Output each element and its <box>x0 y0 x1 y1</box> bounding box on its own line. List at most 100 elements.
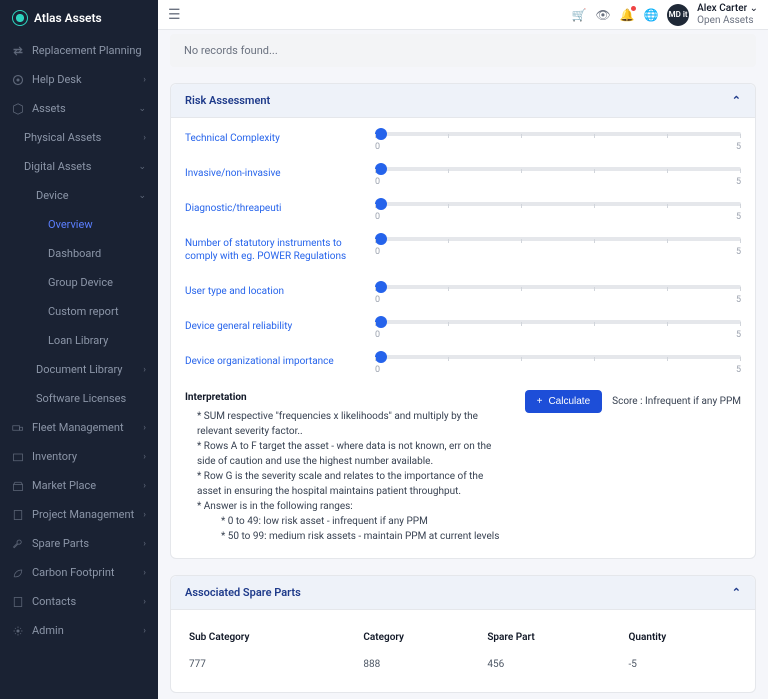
nav-label: Dashboard <box>48 247 146 260</box>
nav-custom-report[interactable]: Custom report <box>0 297 158 326</box>
box-icon <box>12 451 24 463</box>
slider[interactable]: 0 5 <box>375 237 741 247</box>
clipboard-icon <box>12 509 24 521</box>
table-row[interactable]: 777 888 456 -5 <box>185 651 741 678</box>
nav-label: Fleet Management <box>32 421 135 434</box>
chevron-down-icon: ⌄ <box>138 191 146 201</box>
nav-document-library[interactable]: Document Library › <box>0 355 158 384</box>
chevron-right-icon: › <box>143 423 146 433</box>
nav-label: Physical Assets <box>24 131 135 144</box>
calculate-button[interactable]: + Calculate <box>525 390 603 413</box>
slider-thumb[interactable] <box>375 316 387 328</box>
slider-thumb[interactable] <box>375 351 387 363</box>
store-icon <box>12 480 24 492</box>
nav-label: Overview <box>48 218 146 231</box>
interpretation-text: Interpretation * SUM respective "frequen… <box>185 390 505 544</box>
nav-label: Admin <box>32 624 135 637</box>
chevron-right-icon: › <box>143 539 146 549</box>
nav-software-licenses[interactable]: Software Licenses <box>0 384 158 413</box>
chevron-right-icon: › <box>143 75 146 85</box>
nav-replacement-planning[interactable]: Replacement Planning <box>0 36 158 65</box>
interpretation-heading: Interpretation <box>185 390 505 405</box>
nav-physical-assets[interactable]: Physical Assets › <box>0 123 158 152</box>
nav-label: Assets <box>32 102 130 115</box>
eye-icon[interactable]: 👁 <box>595 7 611 23</box>
nav-contacts[interactable]: Contacts › <box>0 587 158 616</box>
chevron-right-icon: › <box>143 481 146 491</box>
nav-label: Loan Library <box>48 334 146 347</box>
globe-icon[interactable]: 🌐 <box>643 7 659 23</box>
slider[interactable]: 0 5 <box>375 202 741 212</box>
cart-icon[interactable]: 🛒 <box>571 7 587 23</box>
risk-panel-header[interactable]: Risk Assessment ⌃ <box>171 84 755 118</box>
nav-overview[interactable]: Overview <box>0 210 158 239</box>
chevron-right-icon: › <box>143 133 146 143</box>
nav-spare[interactable]: Spare Parts › <box>0 529 158 558</box>
chevron-right-icon: › <box>143 626 146 636</box>
contacts-icon <box>12 596 24 608</box>
slider[interactable]: 0 5 <box>375 132 741 142</box>
nav-loan-library[interactable]: Loan Library <box>0 326 158 355</box>
nav-label: Group Device <box>48 276 146 289</box>
nav-group-device[interactable]: Group Device <box>0 268 158 297</box>
nav-inventory[interactable]: Inventory › <box>0 442 158 471</box>
slider-label: Device organizational importance <box>185 355 365 368</box>
nav-label: Document Library <box>36 363 135 376</box>
nav-label: Software Licenses <box>36 392 146 405</box>
slider[interactable]: 0 5 <box>375 285 741 295</box>
nav-label: Digital Assets <box>24 160 130 173</box>
risk-slider-row: Invasive/non-invasive 0 5 <box>185 167 741 180</box>
slider-thumb[interactable] <box>375 233 387 245</box>
risk-slider-row: Device general reliability 0 5 <box>185 320 741 333</box>
brand-text: Atlas Assets <box>34 11 102 25</box>
chevron-right-icon: › <box>143 597 146 607</box>
risk-slider-row: Technical Complexity 0 5 <box>185 132 741 145</box>
chevron-up-icon: ⌃ <box>732 586 741 599</box>
bell-icon[interactable]: 🔔 <box>619 7 635 23</box>
user-menu[interactable]: Alex Carter ⌄ Open Assets <box>697 3 758 27</box>
nav-admin[interactable]: Admin › <box>0 616 158 645</box>
risk-assessment-panel: Risk Assessment ⌃ Technical Complexity 0… <box>170 83 756 559</box>
avatar[interactable]: MD it <box>667 4 689 26</box>
brand-icon <box>12 10 28 26</box>
spare-panel-header[interactable]: Associated Spare Parts ⌃ <box>171 576 755 610</box>
nav-device[interactable]: Device ⌄ <box>0 181 158 210</box>
topbar: ☰ 🛒 👁 🔔 🌐 MD it Alex Carter ⌄ Open Asset… <box>158 0 768 30</box>
nav-label: Custom report <box>48 305 146 318</box>
nav-label: Carbon Footprint <box>32 566 135 579</box>
chevron-right-icon: › <box>143 510 146 520</box>
panel-title: Risk Assessment <box>185 94 270 107</box>
nav-carbon[interactable]: Carbon Footprint › <box>0 558 158 587</box>
slider-label: Technical Complexity <box>185 132 365 145</box>
cell-quantity: -5 <box>625 651 741 678</box>
nav-assets[interactable]: Assets ⌄ <box>0 94 158 123</box>
slider-thumb[interactable] <box>375 198 387 210</box>
nav-dashboard[interactable]: Dashboard <box>0 239 158 268</box>
slider-thumb[interactable] <box>375 281 387 293</box>
nav-help-desk[interactable]: Help Desk › <box>0 65 158 94</box>
nav-label: Contacts <box>32 595 135 608</box>
sidebar: Atlas Assets Replacement Planning Help D… <box>0 0 158 699</box>
nav-digital-assets[interactable]: Digital Assets ⌄ <box>0 152 158 181</box>
sidebar-toggle[interactable]: ☰ <box>168 7 181 23</box>
nav-label: Replacement Planning <box>32 44 146 57</box>
panel-title: Associated Spare Parts <box>185 586 301 599</box>
slider[interactable]: 0 5 <box>375 320 741 330</box>
nav-project[interactable]: Project Management › <box>0 500 158 529</box>
slider-thumb[interactable] <box>375 128 387 140</box>
nav-fleet[interactable]: Fleet Management › <box>0 413 158 442</box>
nav-market[interactable]: Market Place › <box>0 471 158 500</box>
slider-label: Number of statutory instruments to compl… <box>185 237 365 263</box>
col-spare-part: Spare Part <box>483 624 624 651</box>
risk-slider-row: Device organizational importance 0 5 <box>185 355 741 368</box>
nav-label: Spare Parts <box>32 537 135 550</box>
nav-label: Market Place <box>32 479 135 492</box>
slider[interactable]: 0 5 <box>375 167 741 177</box>
nav-label: Help Desk <box>32 73 135 86</box>
slider[interactable]: 0 5 <box>375 355 741 365</box>
gear-icon <box>12 625 24 637</box>
slider-label: Device general reliability <box>185 320 365 333</box>
slider-thumb[interactable] <box>375 163 387 175</box>
cube-icon <box>12 103 24 115</box>
spare-parts-panel: Associated Spare Parts ⌃ Sub Category Ca… <box>170 575 756 693</box>
